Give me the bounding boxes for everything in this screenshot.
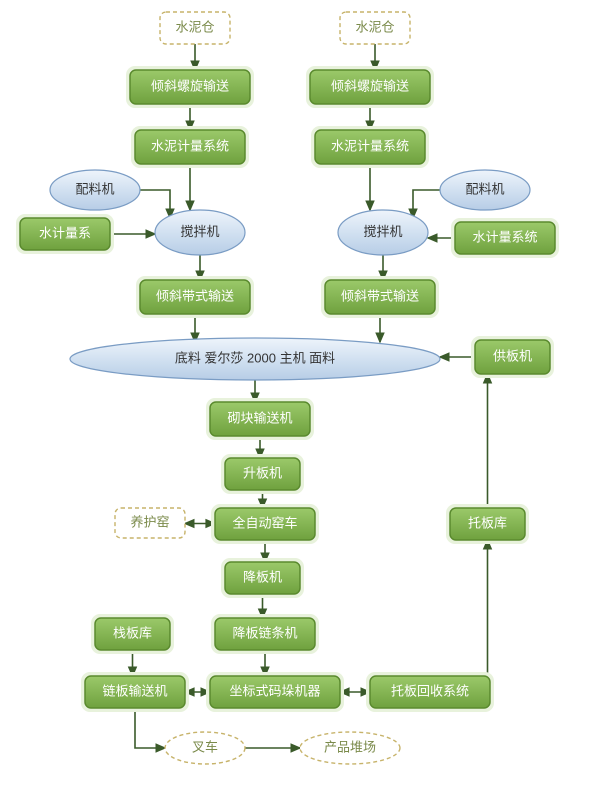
label: 搅拌机 bbox=[363, 224, 402, 239]
node-n_wm_l: 水泥计量系统 bbox=[131, 126, 249, 168]
label: 供板机 bbox=[493, 348, 532, 363]
node-n_jbl: 降板链条机 bbox=[211, 614, 319, 654]
label: 水泥仓 bbox=[355, 19, 394, 34]
node-n_cem_l: 水泥仓 bbox=[160, 12, 230, 44]
label: 降板机 bbox=[243, 569, 282, 584]
node-n_scr_r: 倾斜螺旋输送 bbox=[306, 66, 434, 108]
label: 配料机 bbox=[465, 181, 504, 196]
node-n_tbhs: 托板回收系统 bbox=[366, 672, 494, 712]
label: 倾斜螺旋输送 bbox=[151, 78, 229, 93]
node-n_kiln: 养护窑 bbox=[115, 508, 185, 538]
label: 倾斜带式输送 bbox=[156, 288, 234, 303]
node-n_cem_r: 水泥仓 bbox=[340, 12, 410, 44]
label: 水计量系 bbox=[39, 225, 91, 240]
node-n_wm_r: 水泥计量系统 bbox=[311, 126, 429, 168]
label: 搅拌机 bbox=[180, 224, 219, 239]
node-n_mix_r: 搅拌机 bbox=[338, 210, 428, 255]
label: 水计量系统 bbox=[472, 229, 537, 244]
node-n_tb: 托板库 bbox=[446, 504, 529, 544]
label: 叉车 bbox=[192, 739, 218, 754]
label: 水泥计量系统 bbox=[151, 138, 229, 153]
node-n_zbk: 栈板库 bbox=[91, 614, 174, 654]
node-n_pl_l: 配料机 bbox=[50, 170, 140, 210]
node-n_belt_r: 倾斜带式输送 bbox=[321, 276, 439, 318]
label: 养护窑 bbox=[130, 514, 169, 529]
node-n_wc_r: 水计量系统 bbox=[451, 218, 559, 258]
node-n_jb: 降板机 bbox=[221, 558, 304, 598]
node-n_sb: 升板机 bbox=[221, 454, 304, 494]
label: 倾斜带式输送 bbox=[341, 288, 419, 303]
node-n_scr_l: 倾斜螺旋输送 bbox=[126, 66, 254, 108]
node-n_gb: 供板机 bbox=[471, 336, 554, 378]
label: 链板输送机 bbox=[102, 683, 167, 698]
label: 托板库 bbox=[468, 515, 507, 530]
node-n_zm: 坐标式码垛机器 bbox=[206, 672, 344, 712]
node-n_bk: 砌块输送机 bbox=[206, 398, 314, 440]
node-n_belt_l: 倾斜带式输送 bbox=[136, 276, 254, 318]
label: 栈板库 bbox=[113, 625, 152, 640]
label: 底料 爱尔莎 2000 主机 面料 bbox=[175, 350, 335, 365]
node-n_cc: 叉车 bbox=[165, 732, 245, 764]
node-n_auto: 全自动窑车 bbox=[211, 504, 319, 544]
label: 水泥仓 bbox=[175, 19, 214, 34]
label: 产品堆场 bbox=[324, 739, 376, 754]
nodes-layer: 水泥仓水泥仓倾斜螺旋输送倾斜螺旋输送水泥计量系统水泥计量系统配料机配料机水计量系… bbox=[16, 12, 559, 764]
node-n_lbsj: 链板输送机 bbox=[81, 672, 189, 712]
label: 托板回收系统 bbox=[391, 683, 469, 698]
node-n_wc_l: 水计量系 bbox=[16, 214, 114, 254]
label: 升板机 bbox=[243, 465, 282, 480]
label: 配料机 bbox=[75, 181, 114, 196]
label: 坐标式码垛机器 bbox=[229, 683, 320, 698]
label: 砌块输送机 bbox=[227, 410, 292, 425]
label: 全自动窑车 bbox=[232, 515, 297, 530]
label: 降板链条机 bbox=[232, 625, 297, 640]
node-n_mix_l: 搅拌机 bbox=[155, 210, 245, 255]
node-n_cp: 产品堆场 bbox=[300, 732, 400, 764]
node-n_host: 底料 爱尔莎 2000 主机 面料 bbox=[70, 338, 440, 380]
node-n_pl_r: 配料机 bbox=[440, 170, 530, 210]
label: 水泥计量系统 bbox=[331, 138, 409, 153]
label: 倾斜螺旋输送 bbox=[331, 78, 409, 93]
